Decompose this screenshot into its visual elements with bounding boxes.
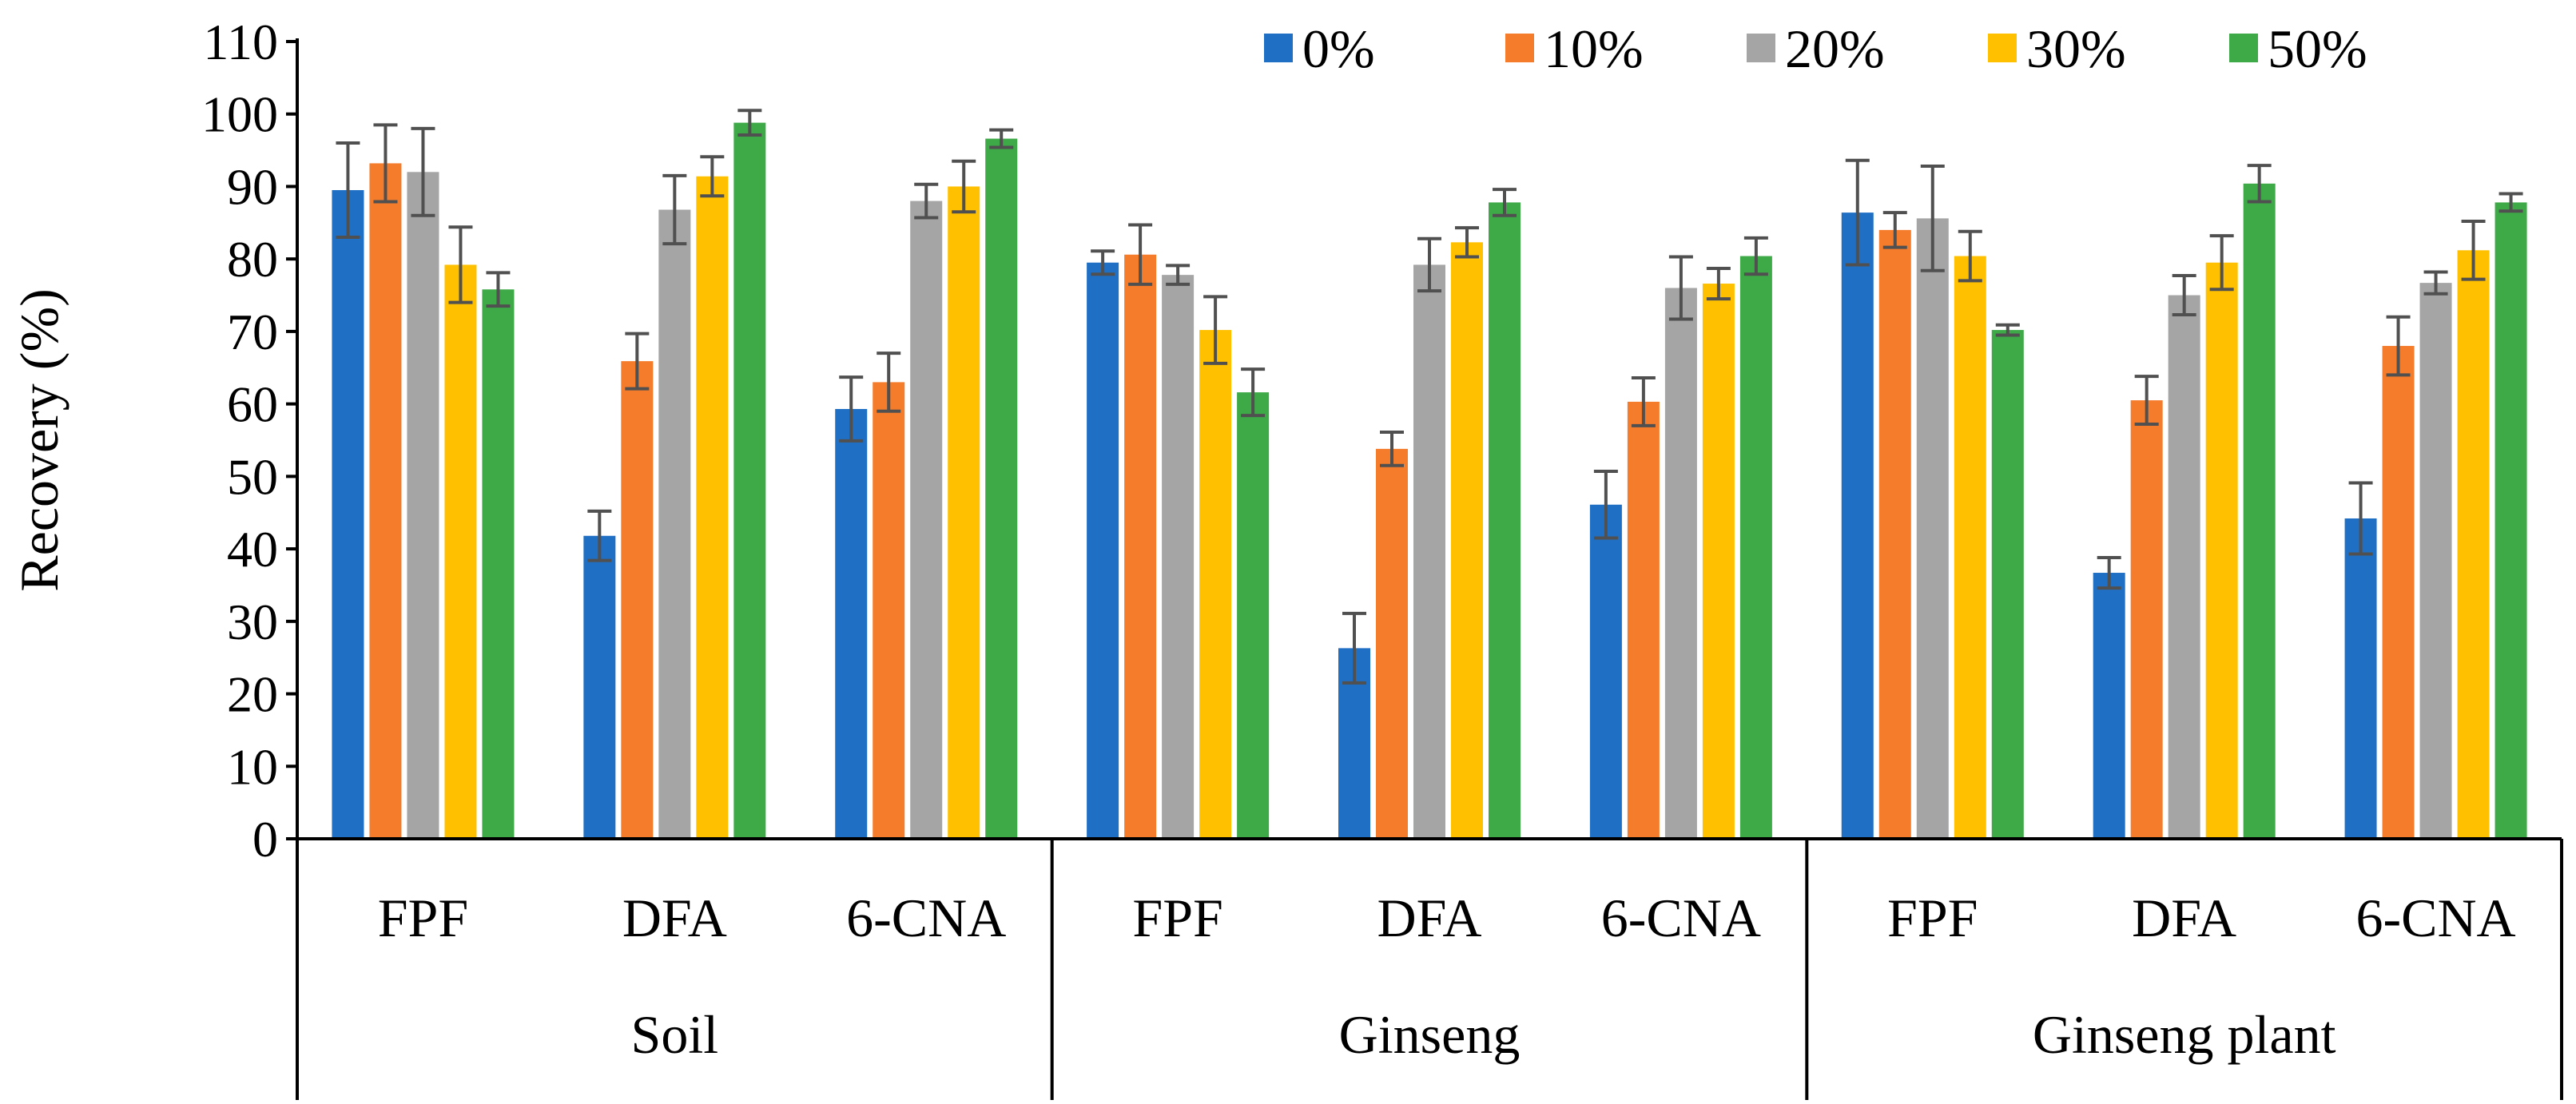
bar-30pct-3 [1199,330,1232,839]
bar-50pct-2 [985,138,1018,840]
y-tick-label: 80 [227,231,278,288]
bar-10pct-2 [873,382,905,839]
category-label: FPF [1132,888,1222,948]
bar-20pct-7 [2168,295,2200,840]
category-label: DFA [622,888,727,948]
bar-50pct-5 [1739,256,1772,839]
bar-10pct-1 [621,361,654,839]
y-tick-label: 70 [227,304,278,360]
bar-20pct-1 [658,209,691,839]
y-tick-label: 0 [252,811,278,868]
bar-0pct-7 [2093,573,2125,839]
bar-30pct-0 [444,264,477,839]
y-axis-title: Recovery (%) [9,288,70,591]
bar-10pct-4 [1376,448,1408,839]
bar-30pct-4 [1451,242,1483,839]
group-label: Soil [631,1004,719,1065]
bar-20pct-2 [910,201,943,840]
category-label: 6-CNA [846,888,1006,948]
y-tick-label: 110 [203,14,278,70]
legend-swatch [1505,34,1534,62]
bar-20pct-4 [1413,264,1445,839]
category-label: FPF [1887,888,1978,948]
bar-0pct-1 [583,535,616,839]
bar-10pct-0 [369,163,402,839]
y-tick-label: 20 [227,666,278,723]
group-label: Ginseng [1339,1004,1521,1065]
category-label: DFA [1377,888,1482,948]
bar-0pct-0 [332,189,364,839]
bar-0pct-2 [835,408,868,839]
y-tick-label: 100 [201,86,278,143]
group-label: Ginseng plant [2033,1004,2336,1065]
bar-20pct-8 [2419,283,2452,839]
bar-10pct-8 [2382,346,2415,839]
y-tick-label: 90 [227,158,278,215]
bar-50pct-8 [2495,202,2527,839]
bar-10pct-3 [1124,254,1157,840]
bar-10pct-7 [2130,400,2163,840]
bar-0pct-5 [1589,504,1622,839]
legend-label: 30% [2026,18,2126,79]
y-tick-label: 40 [227,521,278,578]
category-label: 6-CNA [2355,888,2515,948]
bar-30pct-8 [2457,250,2490,839]
category-label: DFA [2132,888,2236,948]
bar-30pct-5 [1702,284,1735,840]
bar-20pct-3 [1162,275,1195,839]
bar-20pct-5 [1664,288,1697,839]
legend-label: 50% [2268,18,2367,79]
legend-swatch [1264,34,1293,62]
y-tick-label: 60 [227,376,278,433]
y-tick-label: 50 [227,448,278,505]
y-tick-label: 30 [227,594,278,650]
bar-10pct-5 [1627,401,1660,839]
bar-30pct-7 [2205,262,2238,840]
bar-0pct-3 [1087,262,1119,840]
bar-50pct-0 [482,289,515,840]
legend-label: 20% [1785,18,1885,79]
bar-0pct-8 [2344,518,2377,839]
bar-30pct-1 [696,176,729,839]
bar-50pct-7 [2243,183,2276,840]
y-tick-label: 10 [227,738,278,795]
legend-label: 10% [1544,18,1644,79]
bar-30pct-2 [948,186,980,840]
category-label: 6-CNA [1601,888,1761,948]
bar-50pct-3 [1237,392,1270,839]
legend-swatch [1747,34,1775,62]
bar-30pct-6 [1954,256,1986,839]
category-label: FPF [378,888,468,948]
legend-label: 0% [1302,18,1375,79]
bar-50pct-1 [733,122,766,839]
bar-20pct-6 [1916,218,1949,840]
bar-0pct-6 [1841,212,1874,840]
legend-swatch [1988,34,2017,62]
bar-50pct-6 [1991,330,2024,839]
bar-10pct-6 [1878,229,1911,840]
bar-20pct-0 [407,172,439,840]
bar-50pct-4 [1489,202,1521,839]
legend-swatch [2229,34,2258,62]
